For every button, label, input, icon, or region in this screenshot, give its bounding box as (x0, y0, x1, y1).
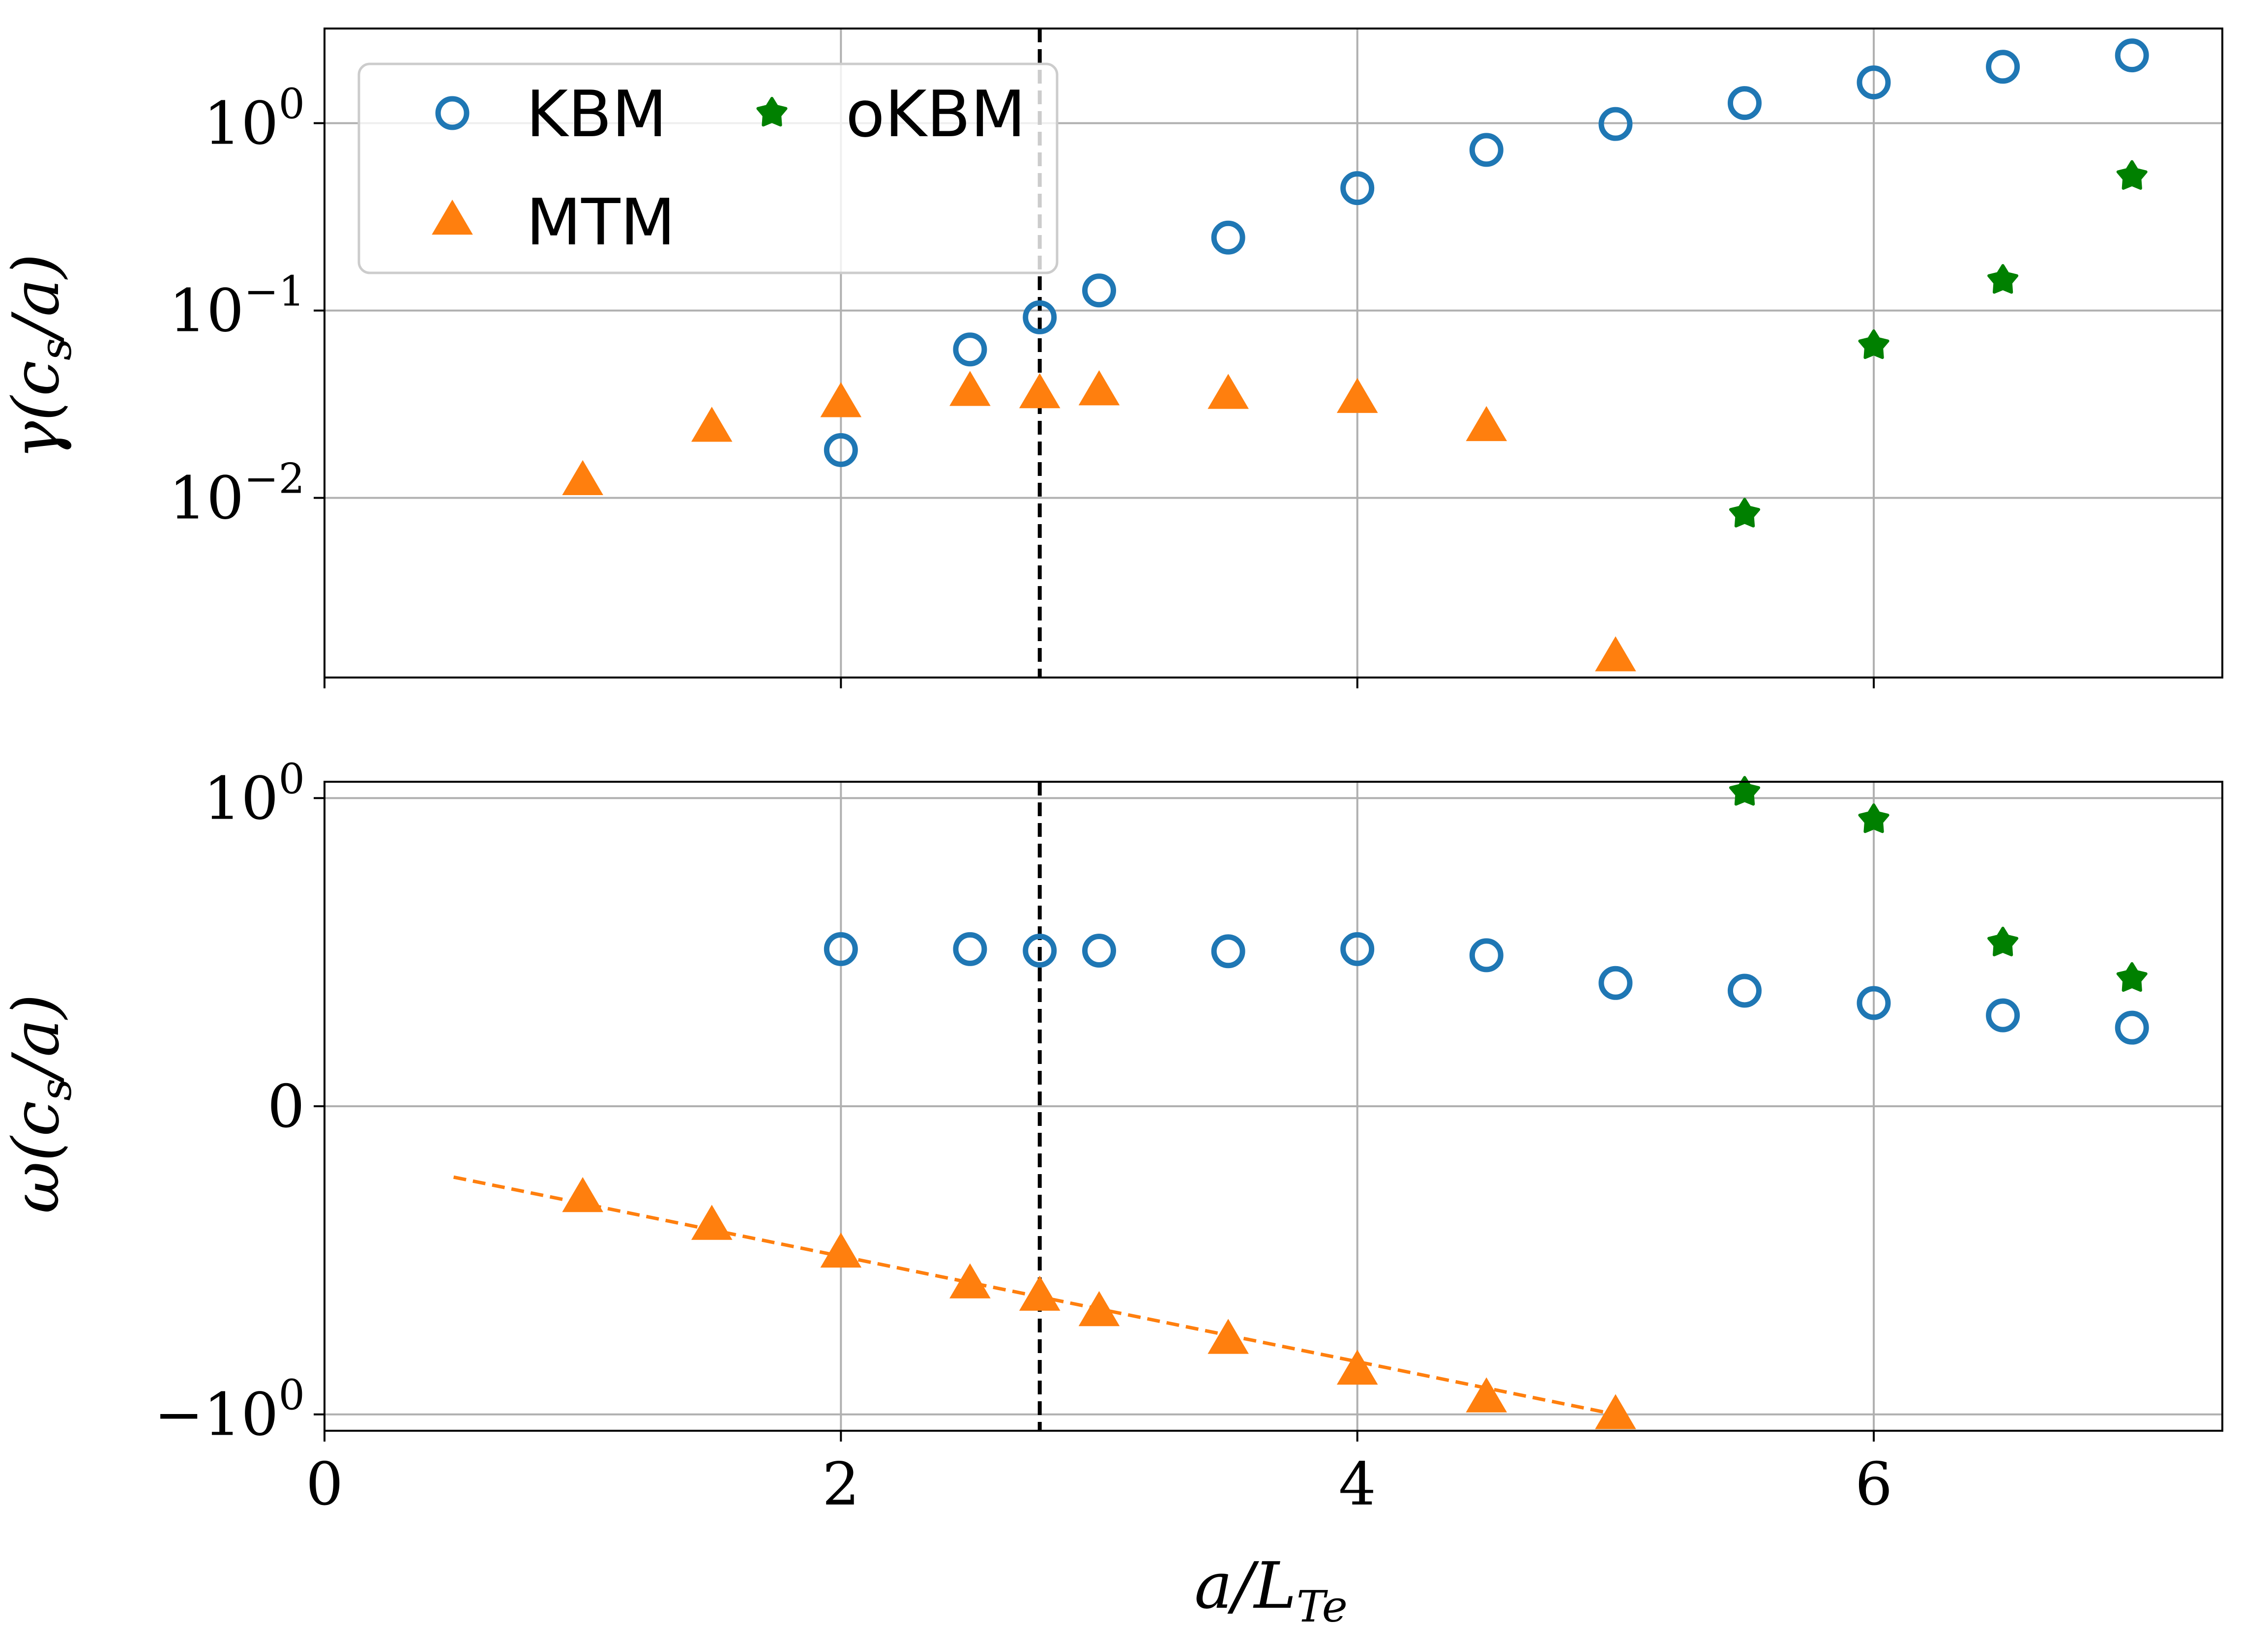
top-kbm-point (1598, 107, 1633, 141)
bottom-ytick-label: 0 (267, 1073, 305, 1141)
top-okbm-point (1987, 264, 2019, 294)
top-kbm-point (1469, 133, 1504, 167)
bottom-ytick-label: −100 (154, 1371, 305, 1449)
bottom-mtm-point (820, 1232, 862, 1268)
bottom-mtm-point (691, 1205, 733, 1240)
top-axes-frame (324, 28, 2223, 678)
top-mtm-point (1595, 636, 1636, 672)
bottom-data-marks (562, 776, 2149, 1429)
top-data-marks (562, 38, 2149, 672)
top-kbm-point (1082, 273, 1117, 308)
legend-entries: KBM oKBM MTM (432, 77, 1026, 260)
x-tick-label: 0 (306, 1450, 343, 1519)
top-kbm-point (824, 433, 858, 467)
bottom-kbm-point (1082, 933, 1117, 968)
top-okbm-point (1858, 329, 1889, 359)
bottom-okbm-point (1858, 803, 1889, 833)
top-okbm-point (1729, 498, 1760, 528)
top-kbm-point (1023, 300, 1057, 334)
bottom-kbm-point (1986, 998, 2020, 1032)
bottom-kbm-point (1023, 933, 1057, 968)
bottom-ytick-label: 100 (204, 755, 305, 833)
bottom-kbm-point (824, 932, 858, 966)
top-mtm-point (1336, 378, 1378, 413)
bottom-kbm-point (2115, 1010, 2149, 1045)
top-kbm-point (1727, 86, 1762, 120)
bottom-mtm-point (1595, 1394, 1636, 1429)
top-mtm-point (820, 382, 862, 417)
growth-rate-panel: 100 10−1 10−2 γ(cs/a) KBM oKBM MTM (0, 28, 2223, 688)
top-kbm-point (1211, 220, 1245, 255)
top-kbm-point (1857, 65, 1891, 100)
bottom-mtm-point (562, 1177, 603, 1212)
top-kbm-point (953, 332, 987, 367)
top-y-ticks: 100 10−1 10−2 (169, 80, 324, 533)
top-mtm-point (1019, 373, 1061, 409)
top-x-ticks (324, 678, 1875, 688)
top-mtm-point (1078, 370, 1120, 406)
top-kbm-point (2115, 38, 2149, 73)
top-kbm-point (1340, 171, 1375, 206)
top-ytick-label: 10−2 (169, 455, 305, 533)
top-mtm-point (1466, 406, 1507, 442)
top-ytick-label: 10−1 (169, 267, 305, 346)
top-kbm-point (1986, 50, 2020, 84)
legend-marker-okbm (756, 97, 788, 127)
legend-marker-kbm (435, 96, 470, 130)
bottom-mtm-point (1466, 1377, 1507, 1413)
legend-label-okbm: oKBM (846, 77, 1026, 151)
bottom-kbm-point (1340, 932, 1375, 966)
legend-label-mtm: MTM (526, 185, 676, 260)
bottom-mtm-point (1019, 1275, 1061, 1311)
bottom-kbm-point (1211, 934, 1245, 969)
bottom-kbm-point (1727, 974, 1762, 1008)
x-tick-label: 2 (822, 1450, 859, 1519)
bottom-okbm-point (2116, 962, 2148, 992)
bottom-okbm-point (1729, 776, 1760, 806)
top-okbm-point (2116, 160, 2148, 190)
bottom-mtm-point (1208, 1319, 1249, 1354)
bottom-kbm-point (953, 932, 987, 966)
top-mtm-point (562, 460, 603, 496)
top-mtm-point (691, 407, 733, 442)
bottom-y-ticks: 100 0 −100 (154, 755, 324, 1449)
top-mtm-point (949, 371, 991, 406)
legend: KBM oKBM MTM (357, 62, 1059, 274)
bottom-x-ticks: 0 2 4 6 (306, 1431, 1892, 1519)
bottom-okbm-point (1987, 926, 2019, 957)
top-mtm-point (1208, 374, 1249, 409)
bottom-kbm-point (1857, 986, 1891, 1020)
x-tick-label: 4 (1339, 1450, 1376, 1519)
legend-frame (357, 62, 1059, 274)
bottom-grid (324, 782, 2222, 1431)
bottom-kbm-point (1469, 938, 1504, 973)
bottom-kbm-point (1598, 966, 1633, 1000)
x-tick-label: 6 (1855, 1450, 1892, 1519)
legend-marker-mtm (432, 200, 473, 235)
bottom-mtm-point (949, 1263, 991, 1298)
x-axis-label: a/LTe (1194, 1548, 1348, 1632)
bottom-mtm-point (1336, 1349, 1378, 1385)
legend-label-kbm: KBM (526, 77, 667, 151)
bottom-y-axis-label: ω(cs/a) (0, 994, 81, 1214)
top-y-axis-label: γ(cs/a) (0, 254, 81, 459)
top-ytick-label: 100 (204, 80, 305, 158)
bottom-mtm-point (1078, 1291, 1120, 1327)
